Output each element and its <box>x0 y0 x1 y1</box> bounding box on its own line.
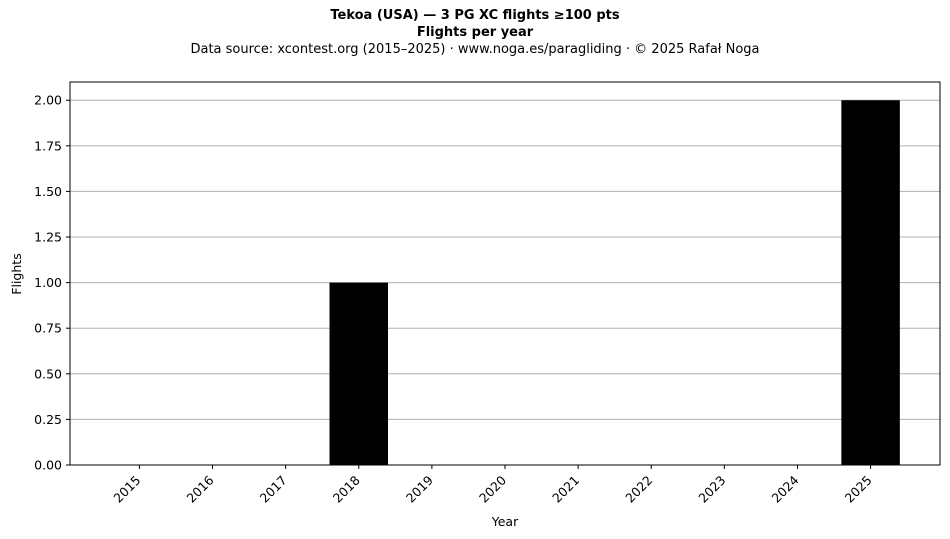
x-tick-label: 2019 <box>403 472 436 505</box>
x-tick-label: 2016 <box>184 472 217 505</box>
bar-2018 <box>329 282 389 465</box>
y-tick-label: 1.00 <box>34 275 62 290</box>
x-tick-label: 2023 <box>695 473 728 506</box>
y-tick-label: 1.50 <box>34 184 62 199</box>
x-axis: 2015 2016 2017 2018 2019 2020 2021 2022 2023 2024… <box>110 465 875 506</box>
y-tick-label: 0.00 <box>34 458 62 473</box>
bar-2025 <box>841 100 900 465</box>
y-tick-label: 0.75 <box>34 321 62 336</box>
y-grid <box>70 99 940 466</box>
x-tick-label: 2018 <box>330 472 363 505</box>
data-source-note: Data source: xcontest.org (2015–2025) · … <box>190 42 760 57</box>
x-tick-label: 2020 <box>476 472 509 505</box>
x-tick-label: 2017 <box>257 473 290 506</box>
y-tick-label: 0.50 <box>34 366 62 381</box>
y-tick-label: 1.25 <box>34 230 62 245</box>
y-tick-label: 2.00 <box>34 93 62 108</box>
x-tick-label: 2015 <box>110 473 143 506</box>
y-axis-label: Flights <box>9 253 24 294</box>
y-tick-label: 1.75 <box>34 138 62 153</box>
bars <box>329 100 900 465</box>
y-tick-label: 0.25 <box>34 412 62 427</box>
plot-frame <box>69 81 941 466</box>
chart-header: Tekoa (USA) — 3 PG XC flights ≥100 pts F… <box>0 8 950 59</box>
x-axis-label: Year <box>491 514 519 529</box>
x-tick-label: 2021 <box>549 473 582 506</box>
y-axis: 0.00 0.25 0.50 0.75 1.00 1.25 1.50 1.75 2.00 <box>34 93 70 473</box>
x-tick-label: 2022 <box>622 473 655 506</box>
x-tick-label: 2025 <box>842 473 875 506</box>
chart-subtitle: Flights per year <box>416 25 534 40</box>
x-tick-label: 2024 <box>768 472 801 505</box>
chart-title: Tekoa (USA) — 3 PG XC flights ≥100 pts <box>330 8 620 23</box>
